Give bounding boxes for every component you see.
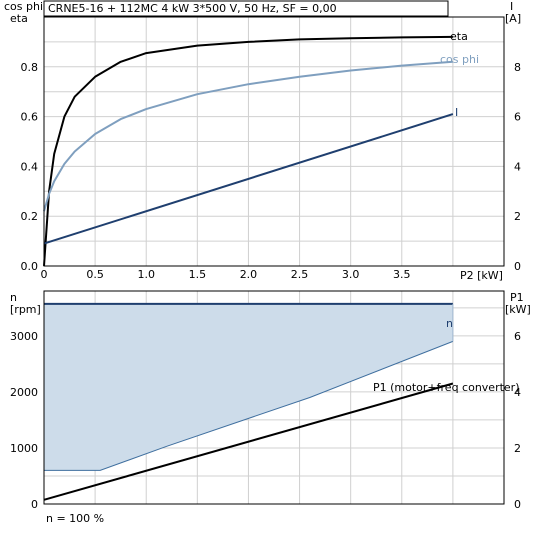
bottom-panel-frame	[43, 290, 505, 505]
bottom-right-y-tick-label: 0	[514, 498, 521, 511]
bottom-left-y-tick-label: 2000	[10, 386, 38, 399]
chart-title: CRNE5-16 + 112MC 4 kW 3*500 V, 50 Hz, SF…	[48, 2, 337, 15]
top-left-axis-title-1: cos phi	[4, 0, 43, 13]
current-series-label: I	[455, 106, 458, 119]
top-right-axis-title-2: [A]	[505, 12, 521, 25]
bottom-right-axis-title-1: P1	[510, 291, 524, 304]
top-left-y-tick-label: 0.4	[21, 160, 39, 173]
x-axis-title: P2 [kW]	[460, 269, 503, 282]
power-p1-line	[43, 382, 454, 501]
tick-labels: 0 0.5 1.0 1.5 2.0 2.5 3.0 3.5 0.0 0.2 0.4 0.6 0.8 0 2 4…	[10, 61, 521, 511]
top-right-y-tick-label: 8	[514, 61, 521, 74]
x-tick-label: 3.5	[393, 268, 411, 281]
x-tick-label: 0	[41, 268, 48, 281]
power-series-label: P1 (motor+freq converter)	[373, 381, 520, 394]
eta-curve	[43, 35, 453, 267]
top-right-y-tick-label: 2	[514, 210, 521, 223]
bottom-left-axis-title-2: [rpm]	[10, 303, 41, 316]
eta-series-label: eta	[450, 30, 468, 43]
top-right-y-tick-label: 0	[514, 260, 521, 273]
speed-percent-note: n = 100 %	[46, 512, 104, 525]
top-panel-grid	[44, 17, 504, 266]
current-curve	[43, 113, 454, 245]
top-right-y-tick-label: 4	[514, 160, 521, 173]
top-left-y-tick-label: 0.6	[21, 111, 39, 124]
bottom-left-axis-title-1: n	[10, 291, 17, 304]
x-tick-label: 2.0	[240, 268, 258, 281]
x-tick-label: 1.5	[189, 268, 207, 281]
x-tick-label: 3.0	[342, 268, 360, 281]
speed-series-label: n	[446, 317, 453, 330]
bottom-right-y-tick-label: 4	[514, 386, 521, 399]
bottom-left-y-tick-label: 0	[31, 498, 38, 511]
bottom-right-axis-title-2: [kW]	[505, 303, 531, 316]
top-left-y-tick-label: 0.2	[21, 210, 39, 223]
top-left-y-tick-label: 0.8	[21, 61, 39, 74]
cos-phi-curve	[43, 60, 453, 212]
top-left-axis-title-2: eta	[10, 12, 28, 25]
speed-range-area	[44, 303, 453, 471]
x-tick-label: 2.5	[291, 268, 309, 281]
bottom-right-y-tick-label: 2	[514, 442, 521, 455]
top-right-axis-title-1: I	[510, 0, 513, 13]
bottom-right-y-tick-label: 6	[514, 330, 521, 343]
x-tick-label: 0.5	[86, 268, 104, 281]
bottom-left-y-tick-label: 1000	[10, 442, 38, 455]
top-right-y-tick-label: 6	[514, 111, 521, 124]
bottom-left-y-tick-label: 3000	[10, 330, 38, 343]
top-left-y-tick-label: 0.0	[21, 260, 39, 273]
top-panel-frame	[43, 16, 505, 267]
speed-min-line	[44, 340, 454, 471]
x-tick-label: 1.0	[137, 268, 155, 281]
cos-phi-series-label: cos phi	[440, 53, 479, 66]
title-box	[43, 0, 449, 17]
